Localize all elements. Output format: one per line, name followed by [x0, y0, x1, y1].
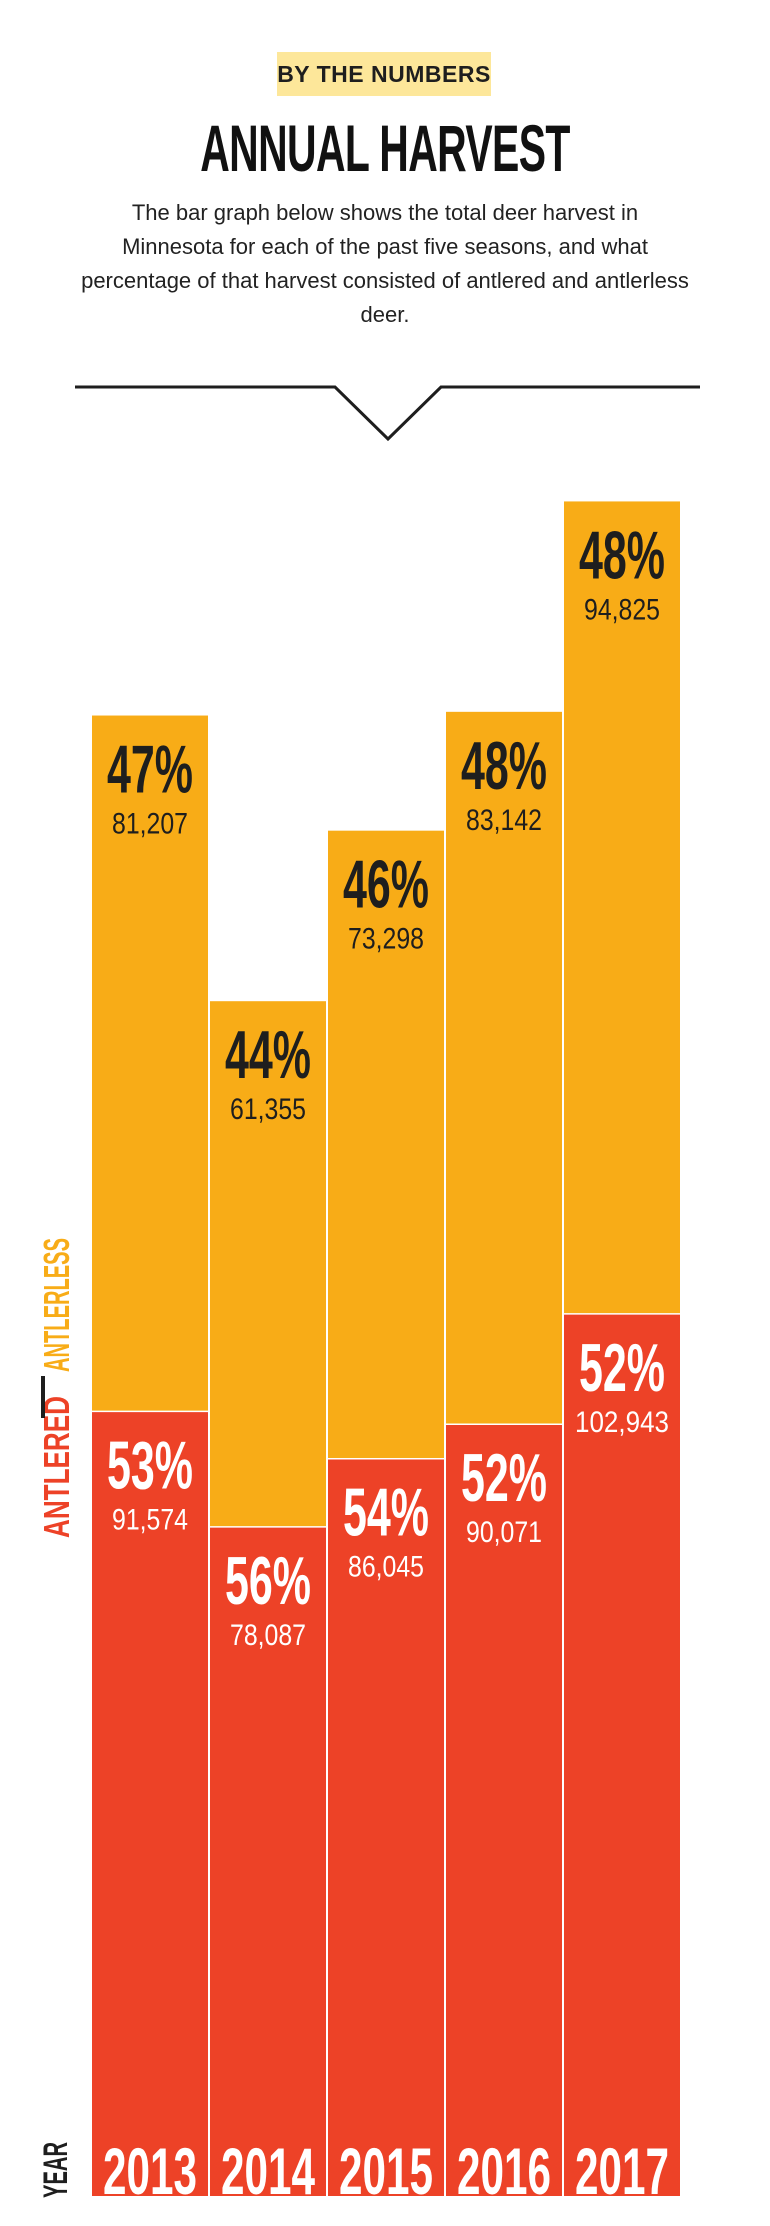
value-label-antlered-2016: 90,071: [466, 1516, 542, 1549]
bar-antlered-2014: [210, 1526, 326, 2196]
bar-antlered-2015: [328, 1458, 444, 2196]
x-tick-label-2017: 2017: [575, 2134, 669, 2208]
value-label-antlerless-2017: 94,825: [584, 593, 660, 626]
pct-label-antlered-2014: 56%: [225, 1543, 311, 1619]
value-label-antlered-2015: 86,045: [348, 1551, 424, 1584]
legend: YEAR ANTLERED ANTLERLESS: [36, 1238, 77, 2198]
pct-label-antlerless-2014: 44%: [225, 1017, 311, 1093]
x-axis-label: YEAR: [37, 2142, 75, 2198]
bar-antlerless-2013: [92, 715, 208, 1412]
pct-label-antlered-2016: 52%: [461, 1440, 547, 1516]
value-label-antlered-2017: 102,943: [575, 1406, 669, 1439]
pct-label-antlered-2015: 54%: [343, 1475, 429, 1551]
bars-group: 47%81,207 53%91,574 2013 44%61,355 56%78,087…: [92, 501, 680, 2208]
pct-label-antlerless-2013: 47%: [107, 732, 193, 808]
legend-label-antlered: ANTLERED: [36, 1396, 77, 1538]
value-label-antlered-2014: 78,087: [230, 1619, 306, 1652]
chart-description: The bar graph below shows the total deer…: [81, 200, 689, 327]
divider-arrow: [75, 385, 700, 442]
bar-antlered-2017: [564, 1313, 680, 2196]
page-title: ANNUAL HARVEST: [200, 111, 570, 185]
value-label-antlered-2013: 91,574: [112, 1503, 188, 1536]
bar-antlerless-2014: [210, 1001, 326, 1527]
bar-antlered-2016: [446, 1424, 562, 2196]
value-label-antlerless-2014: 61,355: [230, 1093, 306, 1126]
bar-antlerless-2017: [564, 501, 680, 1314]
bar-antlerless-2016: [446, 711, 562, 1425]
pct-label-antlered-2013: 53%: [107, 1427, 193, 1503]
value-label-antlerless-2016: 83,142: [466, 804, 542, 837]
legend-separator: [41, 1376, 45, 1418]
divider-line: [75, 385, 700, 442]
x-tick-label-2014: 2014: [221, 2134, 315, 2208]
pct-label-antlerless-2016: 48%: [461, 728, 547, 804]
x-tick-label-2016: 2016: [457, 2134, 551, 2208]
value-label-antlerless-2015: 73,298: [348, 923, 424, 956]
section-badge: BY THE NUMBERS: [277, 52, 491, 96]
x-tick-label-2013: 2013: [103, 2134, 197, 2208]
legend-label-antlerless: ANTLERLESS: [36, 1238, 77, 1372]
pct-label-antlerless-2015: 46%: [343, 847, 429, 923]
pct-label-antlered-2017: 52%: [579, 1330, 665, 1406]
pct-label-antlerless-2017: 48%: [579, 517, 665, 593]
bar-antlered-2013: [92, 1411, 208, 2196]
value-label-antlerless-2013: 81,207: [112, 808, 188, 841]
x-tick-label-2015: 2015: [339, 2134, 433, 2208]
bar-antlerless-2015: [328, 830, 444, 1459]
